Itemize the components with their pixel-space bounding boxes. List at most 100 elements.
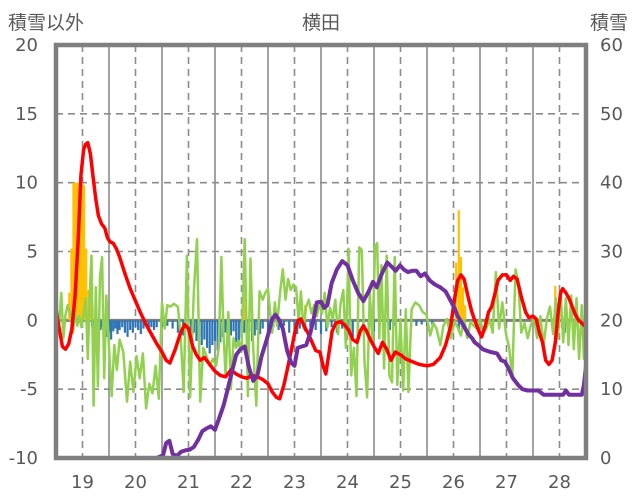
blue-bars-bar [203,320,206,340]
blue-bars-bar [139,320,142,335]
blue-bars-bar [330,320,333,328]
red-line-series [56,140,586,401]
blue-bars-bar [253,320,256,336]
right-axis-tick-label: 60 [600,35,623,56]
right-axis-tick-label: 0 [600,448,611,469]
blue-bars-bar [112,320,115,332]
orange-bars-bar [85,248,88,321]
right-axis-tick-label: 10 [600,379,623,400]
blue-bars-bar [420,320,423,325]
left-axis-tick-label: 0 [27,310,38,331]
left-axis-tick-label: 10 [15,173,38,194]
orange-bars-bar [457,210,460,321]
left-axis-tick-label: -10 [9,448,38,469]
blue-bars-bar [123,320,126,333]
blue-bars-bar [216,320,219,351]
blue-bars-bar [261,320,264,329]
x-axis-day-label: 24 [336,472,359,493]
left-axis-tick-label: 15 [15,104,38,125]
blue-bars-bar [282,320,285,326]
blue-bars-bar [99,320,102,330]
x-axis-day-label: 21 [177,472,200,493]
blue-bars-bar [235,320,238,343]
blue-bars-bar [431,320,434,325]
blue-bars-bar [351,320,354,337]
plot-frame [53,42,589,461]
blue-bars-bar [205,320,209,348]
x-axis-day-label: 25 [389,472,412,493]
x-axis-day-label: 28 [548,472,571,493]
right-axis-tick-label: 20 [600,310,623,331]
red-line [56,140,586,401]
left-axis-tick-label: 5 [27,242,38,263]
x-axis-day-label: 23 [283,472,306,493]
blue-bars-bar [195,320,198,341]
blue-bars-bar [258,320,262,335]
x-axis-day-label: 20 [124,472,147,493]
blue-bars-bar [110,320,113,340]
blue-bars-bar [266,320,270,332]
blue-bars-bar [319,320,323,335]
blue-bars-bar [288,320,291,333]
blue-bars-bar [211,320,214,346]
blue-bars-bar [118,320,121,330]
blue-bars-bar [150,320,153,328]
orange-bars-bar [82,185,86,321]
left-axis-tick-label: 20 [15,35,38,56]
orange-bars-bar [70,248,73,321]
blue-bars-bar [126,320,129,337]
blue-bars-bar [129,320,132,330]
blue-bars-bar [134,320,137,328]
blue-bars-bar [309,320,312,328]
right-axis-tick-label: 30 [600,242,623,263]
blue-bars-bar [116,320,119,335]
blue-bars-bar [152,320,156,330]
series-group [56,140,586,458]
orange-bars-bar [243,294,246,321]
orange-bars-bar [459,257,463,321]
blue-bars-bar [176,320,179,333]
blue-bars-bar [142,320,145,329]
blue-bars-bar [232,320,235,332]
blue-bars-bar [208,320,211,354]
blue-bars-bar [171,320,174,329]
orange-bars-bar [80,182,84,321]
x-axis-day-label: 27 [495,472,518,493]
purple-line-snow-depth-series [56,259,586,458]
blue-bars-bar [229,320,232,336]
blue-bars-bar [388,320,391,330]
blue-bars-bar [121,320,124,328]
orange-bars-bar [78,182,81,321]
left-axis-title: 積雪以外 [8,12,85,34]
blue-bars-bar [415,320,418,326]
x-axis-day-label: 22 [230,472,253,493]
blue-bars-bar [237,320,240,347]
left-axis-tick-label: -5 [20,379,38,400]
blue-bars-bar [155,320,158,328]
orange-bars-bar [464,305,467,321]
blue-bars-bar [457,320,460,332]
blue-bars-bar [298,320,301,329]
right-axis-tick-label: 40 [600,173,623,194]
orange-bars-bar [74,182,77,321]
blue-bars-bar [114,320,117,329]
blue-bars-bar [190,320,193,337]
blue-bars-bar [277,320,280,330]
right-axis-title: 積雪 [589,12,628,34]
chart-title: 横田 [301,12,340,34]
blue-bars-bar [243,320,246,333]
blue-bars-bar [224,320,227,333]
orange-bars-bar [72,182,75,321]
gridlines [56,45,586,458]
blue-bars-bar [131,320,134,333]
orange-bars-bar [461,287,465,321]
right-axis-tick-label: 50 [600,104,623,125]
x-axis-day-label: 26 [442,472,465,493]
x-axis-day-label: 19 [71,472,94,493]
purple-line-snow-depth [56,259,586,458]
blue-bars-bar [166,320,169,326]
blue-bars-bar [213,320,217,341]
